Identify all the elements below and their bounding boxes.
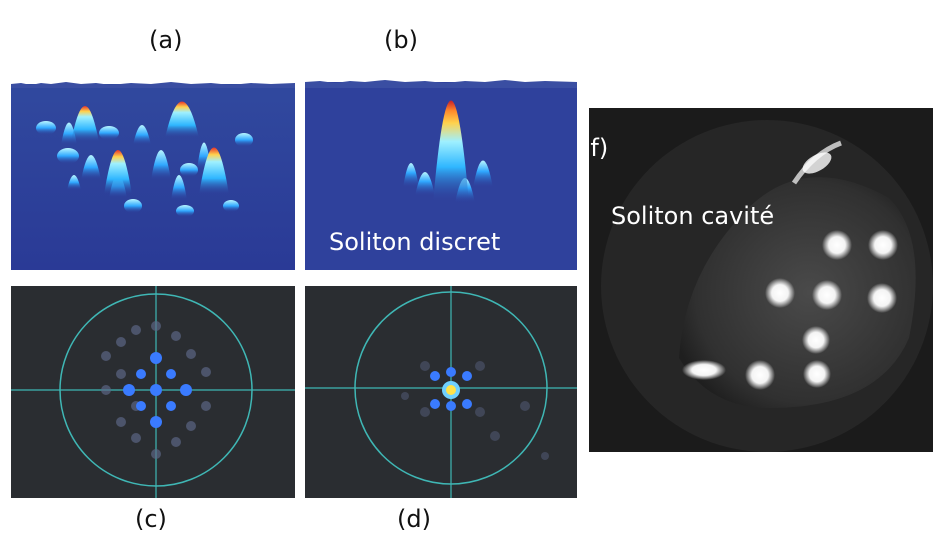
panel-label-c: (c) [135,505,167,533]
peak [36,121,56,135]
panel-label-a: (a) [149,26,183,54]
cavity-soliton-image: Soliton cavité (f) [589,108,933,452]
cavity-soliton-caption: Soliton cavité [611,202,775,230]
beam-profile-c [11,286,295,498]
beam-profile-d [305,286,577,498]
panel-label-d: (d) [397,505,431,533]
panel-label-f: (f) [589,134,609,162]
discrete-soliton-caption: Soliton discret [329,228,501,256]
surface-plot-b: Soliton discret [305,18,577,270]
panel-label-b: (b) [384,26,418,54]
surface-plot-a [11,70,295,270]
